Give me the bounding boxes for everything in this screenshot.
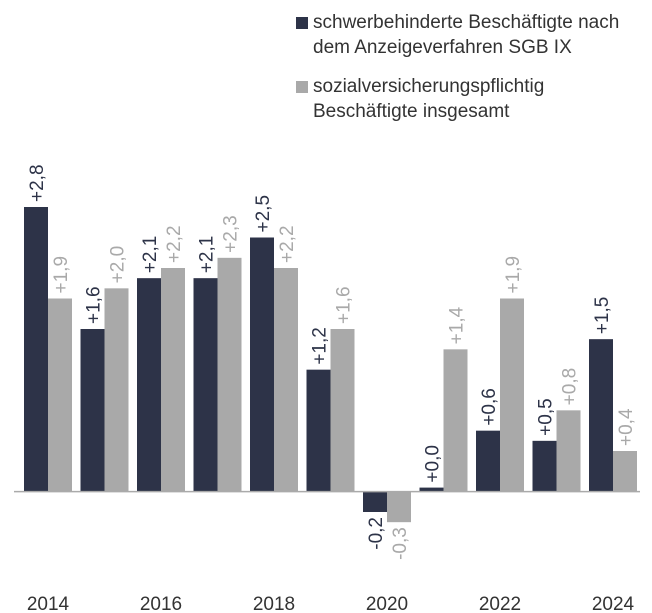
- value-label: +2,1: [140, 236, 161, 274]
- value-label: +1,9: [503, 256, 524, 294]
- value-label: +1,4: [447, 306, 468, 344]
- value-label: +2,2: [164, 225, 185, 263]
- value-label: +2,0: [108, 246, 129, 284]
- x-tick-label: 2024: [592, 594, 635, 613]
- bar: [161, 268, 185, 492]
- bar: [306, 369, 331, 492]
- bar: [274, 268, 298, 492]
- bar: [80, 329, 105, 492]
- value-label: -0,3: [390, 527, 411, 560]
- bar: [330, 329, 355, 492]
- legend-swatch: [296, 81, 308, 93]
- bar: [137, 278, 161, 492]
- bar: [217, 257, 242, 492]
- value-label: +1,9: [51, 256, 72, 294]
- value-label: +0,5: [536, 398, 557, 436]
- legend-item: sozialversicherungspflichtig Beschäftigt…: [296, 74, 648, 124]
- value-label: +2,1: [197, 236, 218, 274]
- bar: [387, 491, 411, 523]
- legend-swatch: [296, 17, 308, 29]
- value-label: +2,8: [27, 164, 48, 202]
- value-label: +0,4: [616, 408, 637, 446]
- x-tick-label: 2018: [253, 594, 295, 613]
- x-tick-label: 2016: [140, 594, 182, 613]
- value-label: +1,6: [84, 286, 105, 324]
- legend-item: schwerbehinderte Beschäftigte nach dem A…: [296, 10, 648, 60]
- value-label: +2,3: [221, 215, 242, 253]
- bar: [419, 487, 444, 492]
- legend-label: schwerbehinderte Beschäftigte nach dem A…: [313, 12, 620, 58]
- value-label: +1,6: [334, 286, 355, 324]
- bar: [24, 207, 48, 492]
- x-tick-label: 2020: [366, 594, 408, 613]
- legend-label: sozialversicherungspflichtig Beschäftigt…: [313, 76, 545, 122]
- bar: [476, 430, 500, 492]
- value-label: +1,5: [592, 297, 613, 335]
- bar: [193, 278, 218, 492]
- bar: [48, 298, 72, 492]
- value-label: +1,2: [310, 327, 331, 365]
- bar: [532, 440, 557, 492]
- bar: [104, 288, 129, 492]
- value-label: +2,5: [253, 195, 274, 233]
- bar: [250, 237, 274, 492]
- legend: schwerbehinderte Beschäftigte nach dem A…: [296, 10, 648, 138]
- x-tick-label: 2014: [27, 594, 70, 613]
- bar: [443, 349, 468, 492]
- bar: [556, 410, 581, 492]
- value-label: +0,0: [423, 445, 444, 483]
- value-label: +0,8: [560, 368, 581, 406]
- bar: [363, 491, 387, 512]
- bar: [613, 451, 637, 492]
- value-label: +2,2: [277, 225, 298, 263]
- value-label: +0,6: [479, 388, 500, 426]
- x-tick-label: 2022: [479, 594, 521, 613]
- bar: [500, 298, 524, 492]
- bar: [589, 339, 613, 492]
- value-label: -0,2: [366, 517, 387, 550]
